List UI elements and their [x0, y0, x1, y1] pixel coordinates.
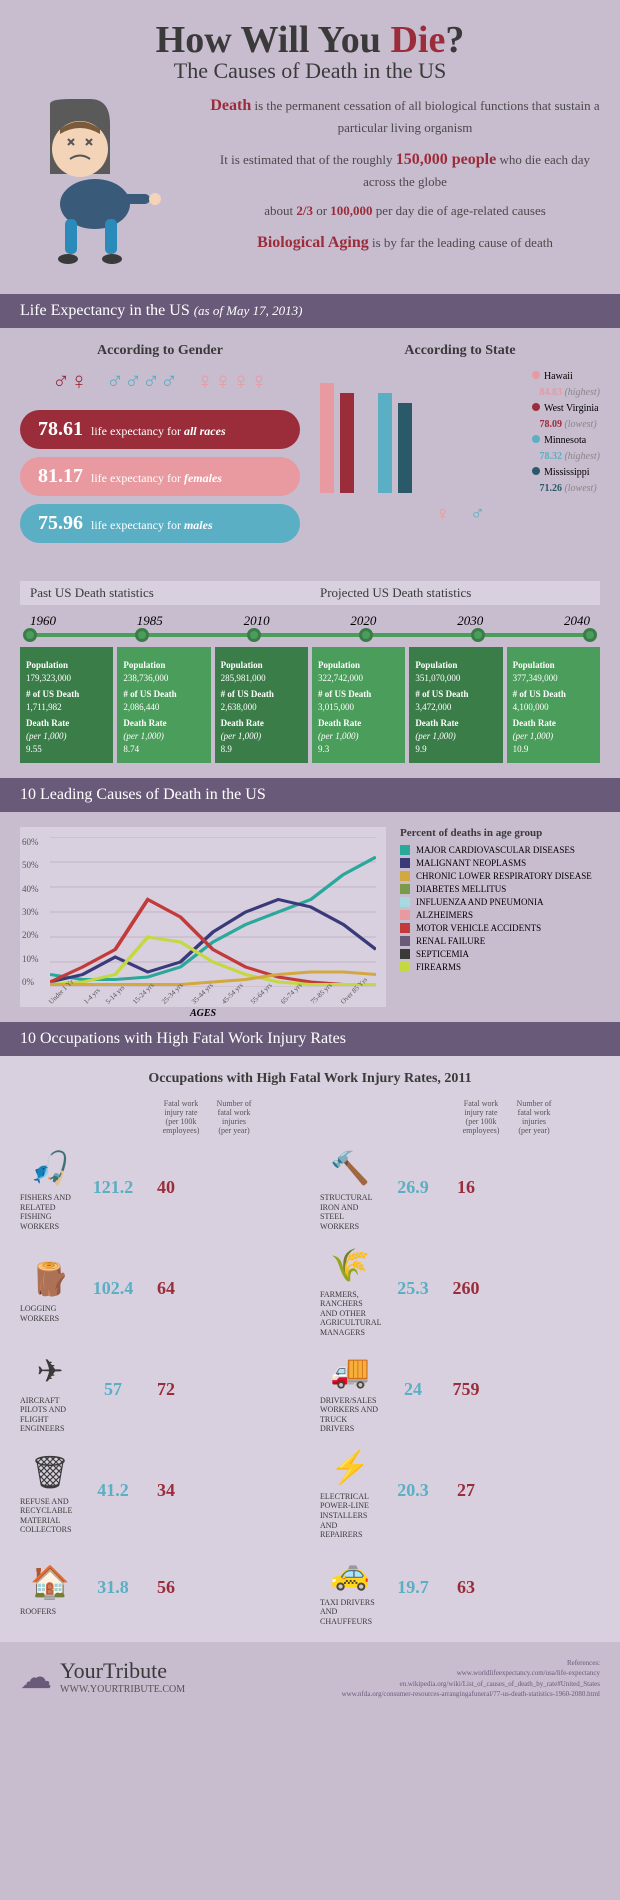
- state-bars: [320, 373, 412, 493]
- timeline-card: Population351,070,000# of US Death3,472,…: [409, 647, 502, 763]
- footer: ☁ YourTribute WWW.YOURTRIBUTE.COM Refere…: [0, 1642, 620, 1716]
- state-legend-item: Hawaii 84.83 (highest): [532, 369, 600, 401]
- legend-item: MAJOR CARDIOVASCULAR DISEASES: [400, 845, 600, 855]
- gender-icons: ♂♀ ♂♂♂♂ ♀♀♀♀: [20, 369, 300, 396]
- character-illustration: [20, 94, 200, 274]
- timeline-line: [30, 633, 590, 637]
- legend-item: SEPTICEMIA: [400, 949, 600, 959]
- timeline-card: Population377,349,000# of US Death4,100,…: [507, 647, 600, 763]
- causes-header: 10 Leading Causes of Death in the US: [0, 778, 620, 812]
- legend-item: DIABETES MELLITUS: [400, 884, 600, 894]
- state-heading: According to State: [320, 343, 600, 359]
- state-bar: [378, 393, 392, 493]
- state-legend-item: Minnesota 78.32 (highest): [532, 433, 600, 465]
- life-pill: 78.61life expectancy for all races: [20, 410, 300, 449]
- timeline-card: Population285,981,000# of US Death2,638,…: [215, 647, 308, 763]
- life-pill: 75.96life expectancy for males: [20, 504, 300, 543]
- logo-icon: ☁: [20, 1658, 52, 1696]
- state-legend: Hawaii 84.83 (highest)West Virginia 78.0…: [532, 369, 600, 497]
- occupation-row: ✈AIRCRAFT PILOTS AND FLIGHT ENGINEERS577…: [20, 1346, 300, 1434]
- occupation-row: 🔨STRUCTURAL IRON AND STEEL WORKERS26.916: [320, 1143, 600, 1231]
- intro-text: Death is the permanent cessation of all …: [210, 94, 600, 274]
- occupation-row: 🚚DRIVER/SALES WORKERS AND TRUCK DRIVERS2…: [320, 1346, 600, 1434]
- occupations-header: 10 Occupations with High Fatal Work Inju…: [0, 1022, 620, 1056]
- state-legend-item: Mississippi 71.26 (lowest): [532, 465, 600, 497]
- occupation-row: 🌾FARMERS, RANCHERS AND OTHER AGRICULTURA…: [320, 1240, 600, 1338]
- life-expectancy-section: According to Gender ♂♀ ♂♂♂♂ ♀♀♀♀ 78.61li…: [0, 328, 620, 566]
- occupation-row: ⚡ELECTRICAL POWER-LINE INSTALLERS AND RE…: [320, 1442, 600, 1540]
- state-bar: [340, 393, 354, 493]
- header: How Will You Die? The Causes of Death in…: [0, 0, 620, 94]
- occupation-row: 🏠ROOFERS31.856: [20, 1548, 300, 1627]
- brand-url: WWW.YOURTRIBUTE.COM: [60, 1684, 185, 1695]
- legend-item: MALIGNANT NEOPLASMS: [400, 858, 600, 868]
- subtitle: The Causes of Death in the US: [20, 58, 600, 84]
- causes-section: 60%50%40%30%20%10%0% Under 1 Yr1-4 yrs5-…: [0, 812, 620, 1022]
- brand-name: YourTribute: [60, 1658, 185, 1684]
- timeline-years: 196019852010202020302040: [20, 613, 600, 629]
- legend-item: ALZHEIMERS: [400, 910, 600, 920]
- occupation-row: 🗑REFUSE AND RECYCLABLE MATERIAL COLLECTO…: [20, 1442, 300, 1540]
- occupation-row: 🚕TAXI DRIVERS AND CHAUFFEURS19.763: [320, 1548, 600, 1627]
- legend-item: RENAL FAILURE: [400, 936, 600, 946]
- timeline-card: Population179,323,000# of US Death1,711,…: [20, 647, 113, 763]
- state-bar: [320, 383, 334, 493]
- references: References: www.worldlifeexpectancy.com/…: [342, 1658, 600, 1700]
- main-title: How Will You Die?: [20, 18, 600, 62]
- occupation-row: 🪵LOGGING WORKERS102.464: [20, 1240, 300, 1338]
- intro-section: Death is the permanent cessation of all …: [0, 94, 620, 294]
- occupation-row: 🎣FISHERS AND RELATED FISHING WORKERS121.…: [20, 1143, 300, 1231]
- causes-legend: Percent of deaths in age group MAJOR CAR…: [400, 827, 600, 1007]
- occ-subtitle: Occupations with High Fatal Work Injury …: [20, 1071, 600, 1087]
- legend-item: FIREARMS: [400, 962, 600, 972]
- gender-column: According to Gender ♂♀ ♂♂♂♂ ♀♀♀♀ 78.61li…: [20, 343, 300, 551]
- projected-header: Projected US Death statistics: [310, 581, 600, 605]
- legend-item: MOTOR VEHICLE ACCIDENTS: [400, 923, 600, 933]
- life-expectancy-header: Life Expectancy in the US (as of May 17,…: [0, 294, 620, 328]
- timeline-card: Population322,742,000# of US Death3,015,…: [312, 647, 405, 763]
- state-legend-item: West Virginia 78.09 (lowest): [532, 401, 600, 433]
- state-column: According to State Hawaii 84.83 (highest…: [320, 343, 600, 551]
- timeline-card: Population238,736,000# of US Death2,086,…: [117, 647, 210, 763]
- causes-chart: 60%50%40%30%20%10%0% Under 1 Yr1-4 yrs5-…: [20, 827, 386, 1007]
- state-bar: [398, 403, 412, 493]
- occupations-section: Occupations with High Fatal Work Injury …: [0, 1056, 620, 1641]
- legend-item: CHRONIC LOWER RESPIRATORY DISEASE: [400, 871, 600, 881]
- gender-heading: According to Gender: [20, 343, 300, 359]
- past-header: Past US Death statistics: [20, 581, 310, 605]
- legend-item: INFLUENZA AND PNEUMONIA: [400, 897, 600, 907]
- timeline-cards: Population179,323,000# of US Death1,711,…: [20, 647, 600, 763]
- timeline-section: Past US Death statistics Projected US De…: [0, 566, 620, 778]
- state-gender-icons: ♀ ♂: [320, 503, 600, 526]
- life-pill: 81.17life expectancy for females: [20, 457, 300, 496]
